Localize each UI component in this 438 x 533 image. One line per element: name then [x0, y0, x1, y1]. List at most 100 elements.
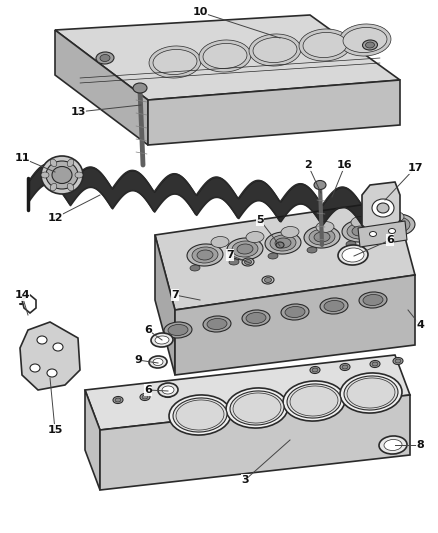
Ellipse shape — [339, 24, 391, 56]
Ellipse shape — [52, 166, 72, 183]
Ellipse shape — [281, 304, 309, 320]
Polygon shape — [358, 221, 407, 247]
Ellipse shape — [314, 181, 326, 190]
Ellipse shape — [100, 54, 110, 61]
Text: 14: 14 — [14, 290, 30, 300]
Ellipse shape — [365, 42, 374, 48]
Ellipse shape — [153, 359, 163, 366]
Ellipse shape — [304, 226, 340, 248]
Ellipse shape — [197, 250, 213, 260]
Ellipse shape — [237, 244, 253, 254]
Ellipse shape — [372, 199, 394, 217]
Ellipse shape — [342, 248, 364, 262]
Text: 5: 5 — [256, 215, 264, 225]
Ellipse shape — [342, 365, 348, 369]
Ellipse shape — [67, 183, 74, 191]
Ellipse shape — [37, 336, 47, 344]
Text: 15: 15 — [47, 425, 63, 435]
Ellipse shape — [265, 278, 272, 282]
Ellipse shape — [169, 395, 231, 435]
Ellipse shape — [211, 237, 229, 247]
Ellipse shape — [30, 364, 40, 372]
Ellipse shape — [343, 28, 387, 53]
Ellipse shape — [96, 52, 114, 64]
Text: 16: 16 — [337, 160, 353, 170]
Ellipse shape — [162, 386, 174, 394]
Ellipse shape — [347, 378, 395, 408]
Ellipse shape — [363, 295, 383, 305]
Ellipse shape — [168, 325, 188, 335]
Ellipse shape — [314, 232, 330, 242]
Ellipse shape — [384, 217, 410, 233]
Ellipse shape — [53, 343, 63, 351]
Ellipse shape — [389, 229, 396, 233]
Ellipse shape — [346, 241, 356, 247]
Ellipse shape — [244, 260, 251, 264]
Polygon shape — [55, 15, 400, 100]
Ellipse shape — [342, 220, 378, 242]
Ellipse shape — [299, 29, 351, 61]
Ellipse shape — [246, 312, 266, 324]
Polygon shape — [148, 80, 400, 145]
Ellipse shape — [227, 238, 263, 260]
Ellipse shape — [140, 393, 150, 400]
Ellipse shape — [393, 358, 403, 365]
Text: 6: 6 — [144, 385, 152, 395]
Ellipse shape — [281, 227, 299, 238]
Ellipse shape — [207, 319, 227, 329]
Ellipse shape — [347, 223, 373, 239]
Polygon shape — [55, 30, 148, 145]
Ellipse shape — [155, 336, 169, 344]
Ellipse shape — [389, 220, 405, 230]
Ellipse shape — [50, 159, 57, 167]
Ellipse shape — [370, 360, 380, 368]
Text: 4: 4 — [416, 320, 424, 330]
Ellipse shape — [377, 203, 389, 213]
Polygon shape — [100, 395, 410, 490]
Text: 13: 13 — [71, 107, 86, 117]
Ellipse shape — [276, 242, 284, 248]
Text: 9: 9 — [134, 355, 142, 365]
Ellipse shape — [199, 40, 251, 72]
Ellipse shape — [268, 253, 278, 259]
Ellipse shape — [246, 231, 264, 243]
Ellipse shape — [249, 34, 301, 66]
Ellipse shape — [46, 161, 78, 189]
Ellipse shape — [164, 322, 192, 338]
Ellipse shape — [386, 212, 404, 222]
Ellipse shape — [149, 356, 167, 368]
Ellipse shape — [149, 46, 201, 78]
Ellipse shape — [395, 359, 401, 363]
Ellipse shape — [309, 229, 335, 245]
Ellipse shape — [203, 44, 247, 69]
Ellipse shape — [113, 397, 123, 403]
Polygon shape — [155, 235, 175, 375]
Ellipse shape — [151, 333, 173, 347]
Text: 10: 10 — [192, 7, 208, 17]
Polygon shape — [85, 390, 100, 490]
Ellipse shape — [229, 259, 239, 265]
Ellipse shape — [41, 156, 83, 194]
Ellipse shape — [142, 395, 148, 399]
Ellipse shape — [158, 383, 178, 397]
Ellipse shape — [163, 391, 173, 398]
Ellipse shape — [270, 235, 296, 251]
Text: 12: 12 — [47, 213, 63, 223]
Ellipse shape — [262, 276, 274, 284]
Ellipse shape — [290, 386, 338, 416]
Text: 2: 2 — [304, 160, 312, 170]
Ellipse shape — [226, 388, 288, 428]
Text: 3: 3 — [241, 475, 249, 485]
Ellipse shape — [265, 232, 301, 254]
Ellipse shape — [316, 222, 334, 232]
Ellipse shape — [115, 398, 121, 402]
Ellipse shape — [203, 316, 231, 332]
Text: 8: 8 — [416, 440, 424, 450]
Ellipse shape — [310, 367, 320, 374]
Ellipse shape — [385, 235, 395, 241]
Ellipse shape — [372, 362, 378, 366]
Ellipse shape — [242, 258, 254, 266]
Ellipse shape — [287, 384, 341, 418]
Ellipse shape — [153, 50, 197, 75]
Ellipse shape — [192, 247, 218, 263]
